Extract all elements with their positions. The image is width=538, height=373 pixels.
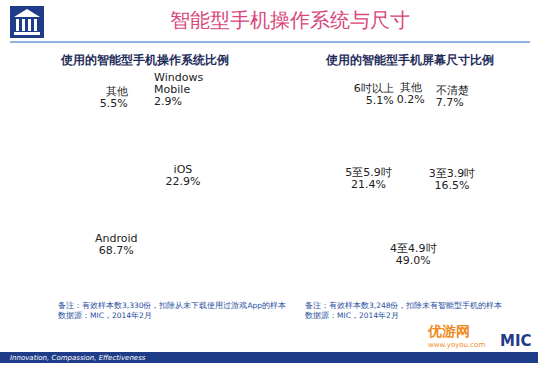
slice [382,115,410,205]
data-labels: WindowsMobile2.9% iOS22.9% Android68.7% 其他5… [95,71,204,256]
label-line: 22.9% [165,175,200,188]
pie-chart: 使用的智能型手机操作系统比例 WindowsMobile2.9% iOS22.9% A… [57,53,286,320]
slices [57,117,233,293]
slice [145,118,233,209]
chart-title: 使用的智能型手机操作系统比例 [60,53,229,67]
data-label: 4至4.9吋49.0% [390,242,437,267]
note: 备注：有效样本数3,248份，扣除未有智能型手机的样本 [305,301,502,310]
slice [320,120,410,214]
logo-icon [10,6,44,38]
note: 备注：有效样本数3,330份，扣除从未下载使用过游戏App的样本 [58,301,286,310]
slice [320,202,500,295]
data-label: iOS22.9% [165,163,200,188]
label-line: 5.5% [100,96,128,109]
data-label: WindowsMobile2.9% [154,71,203,108]
slide: 智能型手机操作系统与尺寸使用的智能型手机操作系统比例 WindowsMobile2… [0,0,538,373]
data-label: 3至3.9吋16.5% [429,167,476,192]
label-line: 2.9% [154,95,182,108]
data-label: Android68.7% [95,232,138,257]
label-line: 68.7% [99,244,134,257]
label-line: 16.5% [435,179,470,192]
footer-text: Innovation, Compassion, Effectiveness [10,354,146,362]
chart-title: 使用的智能型手机屏幕尺寸比例 [325,53,494,67]
data-label: 其他0.2% [397,81,425,106]
data-label: 不清楚7.7% [436,84,469,109]
label-line: 49.0% [396,254,431,267]
slice [57,122,233,293]
data-labels: 其他0.2% 不清楚7.7% 3至3.9吋16.5% 4至4.9吋49.0% 5至5.9… [345,81,475,267]
logo-text: MIC [500,332,532,350]
watermark-url: www.yoyou.com [428,341,485,349]
slice [115,117,145,205]
note: 数据源：MIC，2014年2月 [305,311,399,320]
slice [410,126,500,205]
slices [320,115,500,295]
data-label: 其他5.5% [100,84,128,109]
label-line: 7.7% [436,96,464,109]
slice [410,115,411,205]
data-label: 6吋以上5.1% [354,82,394,107]
label-line: 5.1% [366,94,394,107]
title: 智能型手机操作系统与尺寸 [170,8,410,32]
title-rule [10,41,530,43]
slice [145,117,161,205]
label-line: 21.4% [351,178,386,191]
note: 数据源：MIC，2014年2月 [58,311,152,320]
watermark: 优游网 [427,323,470,339]
pie-chart: 使用的智能型手机屏幕尺寸比例其他0.2% 不清楚7.7% 3至3.9吋16.5% 4至… [305,53,502,320]
footer-bar [0,352,538,363]
data-label: 5至5.9吋21.4% [345,166,392,191]
label-line: 0.2% [397,93,425,106]
